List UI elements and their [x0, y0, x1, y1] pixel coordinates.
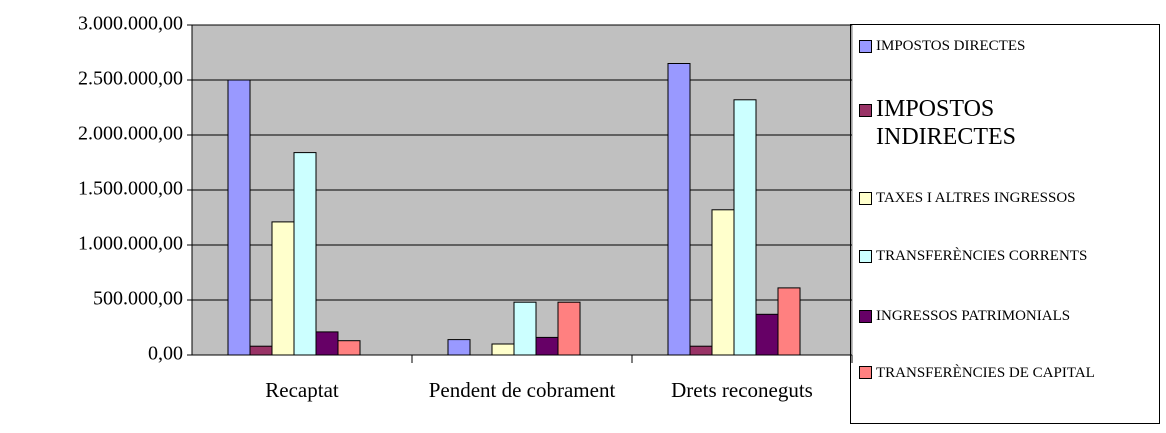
- bar: [777, 287, 801, 356]
- bar: [755, 313, 779, 356]
- legend-label: IMPOSTOS INDIRECTES: [876, 96, 1016, 150]
- y-tick-label: 2.000.000,00: [78, 123, 183, 145]
- y-tick-label: 1.000.000,00: [78, 233, 183, 255]
- legend: IMPOSTOS DIRECTES IMPOSTOS INDIRECTES TAXE…: [850, 24, 1160, 424]
- bar: [557, 301, 581, 356]
- legend-item: IMPOSTOS DIRECTES: [859, 37, 1159, 55]
- x-tick-label: Pendent de cobrament: [428, 378, 616, 402]
- y-tick-label: 500.000,00: [93, 288, 183, 310]
- bar: [293, 152, 317, 356]
- legend-swatch: [859, 250, 872, 263]
- x-tick-label: Recaptat: [265, 378, 339, 402]
- bar: [337, 340, 361, 356]
- bar: [513, 301, 537, 356]
- legend-swatch: [859, 104, 872, 117]
- bar: [315, 331, 339, 356]
- y-tick-label: 2.500.000,00: [78, 68, 183, 90]
- legend-swatch: [859, 310, 872, 323]
- bar: [249, 345, 273, 356]
- y-tick-label: 0,00: [148, 343, 183, 365]
- legend-swatch: [859, 192, 872, 205]
- bar: [667, 63, 691, 356]
- legend-item: TRANSFERÈNCIES DE CAPITAL: [859, 363, 1159, 383]
- legend-swatch: [859, 40, 872, 53]
- bar: [711, 209, 735, 356]
- legend-item: INGRESSOS PATRIMONIALS: [859, 307, 1159, 325]
- bar: [733, 99, 757, 356]
- x-tick-label: Drets reconeguts: [671, 378, 813, 402]
- bar: [491, 343, 515, 356]
- bar: [271, 221, 295, 356]
- y-tick-label: 1.500.000,00: [78, 178, 183, 200]
- legend-item: IMPOSTOS INDIRECTES: [859, 95, 1159, 151]
- legend-label: TRANSFERÈNCIES DE CAPITAL: [876, 365, 1095, 381]
- bar: [227, 79, 251, 356]
- legend-item: TAXES I ALTRES INGRESSOS: [859, 189, 1159, 207]
- legend-label: TRANSFERÈNCIES CORRENTS: [876, 248, 1088, 264]
- y-tick-label: 3.000.000,00: [78, 13, 183, 35]
- legend-label: TAXES I ALTRES INGRESSOS: [876, 190, 1076, 206]
- bar: [447, 339, 471, 356]
- legend-label: IMPOSTOS DIRECTES: [876, 38, 1026, 54]
- legend-item: TRANSFERÈNCIES CORRENTS: [859, 247, 1159, 265]
- bar: [689, 345, 713, 356]
- bar: [535, 336, 559, 356]
- legend-swatch: [859, 366, 872, 379]
- legend-label: INGRESSOS PATRIMONIALS: [876, 308, 1071, 324]
